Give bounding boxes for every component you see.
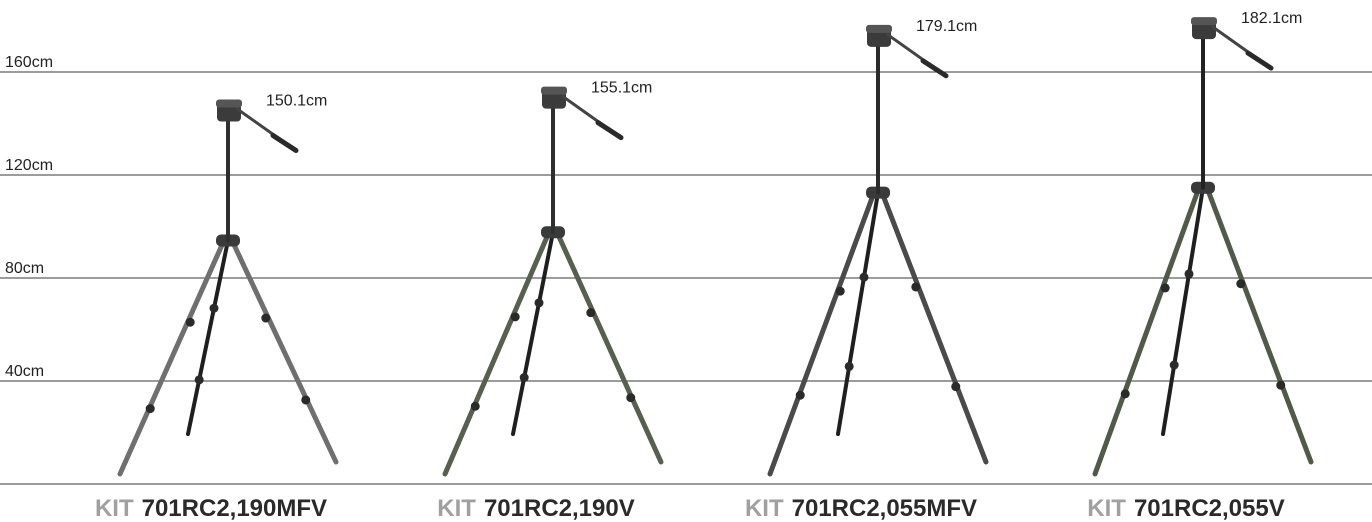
head-plate: [1191, 17, 1217, 26]
leg-lock: [519, 373, 529, 383]
leg-lock: [1184, 269, 1194, 279]
pan-handle-grip: [920, 58, 949, 79]
gridline-label: 40cm: [5, 363, 44, 380]
tripod-right-leg: [229, 237, 339, 465]
tripod-2: 155.1cm: [442, 80, 664, 477]
tripod-right-leg: [554, 229, 664, 465]
kit-model: 701RC2,055V: [1134, 495, 1285, 522]
tripod-center-leg: [186, 238, 230, 436]
leg-lock: [911, 282, 921, 292]
tripod-figures: 150.1cm 155.1cm 179.1cm 182.1cm: [117, 10, 1314, 477]
tripod-left-leg: [767, 190, 877, 477]
leg-lock: [185, 317, 195, 327]
leg-lock: [626, 393, 636, 403]
tripod-right-leg: [879, 190, 989, 465]
tripod-center-leg: [511, 230, 555, 436]
gridline-label: 80cm: [5, 260, 44, 277]
leg-lock: [795, 390, 805, 400]
gridline-label: 160cm: [5, 54, 53, 71]
leg-lock: [1120, 389, 1130, 399]
head-plate: [216, 99, 242, 108]
leg-lock: [859, 272, 869, 282]
leg-lock: [510, 312, 520, 322]
gridline-label: 120cm: [5, 157, 53, 174]
max-height-label: 155.1cm: [591, 80, 652, 97]
leg-lock: [835, 286, 845, 296]
leg-lock: [209, 303, 219, 313]
max-height-label: 182.1cm: [1241, 10, 1302, 27]
kit-prefix: KIT: [745, 495, 784, 522]
tripod-head: [1192, 21, 1216, 40]
leg-lock: [261, 313, 271, 323]
leg-lock: [145, 404, 155, 414]
kit-caption: KIT 701RC2,055MFV: [745, 495, 977, 522]
tripod-head: [217, 103, 241, 122]
tripod-left-leg: [442, 229, 552, 477]
tripod-head: [542, 90, 566, 109]
tripod-3: 179.1cm: [767, 18, 989, 477]
pan-handle-grip: [270, 132, 299, 153]
tripod-4: 182.1cm: [1092, 10, 1314, 477]
head-plate: [541, 86, 567, 95]
leg-lock: [586, 308, 596, 318]
tripod-center-leg: [836, 190, 880, 436]
tripod-1: 150.1cm: [117, 92, 339, 477]
kit-caption: KIT 701RC2,190V: [437, 495, 634, 522]
height-grid: 160cm 120cm 80cm 40cm: [0, 54, 1372, 485]
kit-caption: KIT 701RC2,190MFV: [95, 495, 327, 522]
kit-prefix: KIT: [437, 495, 476, 522]
kit-captions: KIT 701RC2,190MFV KIT 701RC2,190V KIT 701RC2,…: [95, 495, 1285, 522]
leg-lock: [951, 382, 961, 392]
leg-lock: [470, 401, 480, 411]
kit-caption: KIT 701RC2,055V: [1087, 495, 1284, 522]
tripod-left-leg: [117, 237, 227, 477]
leg-lock: [1236, 279, 1246, 289]
kit-model: 701RC2,055MFV: [792, 495, 977, 522]
tripod-head: [867, 28, 891, 47]
max-height-label: 150.1cm: [266, 92, 327, 109]
leg-lock: [844, 361, 854, 371]
pan-handle-grip: [1245, 50, 1274, 71]
kit-model: 701RC2,190V: [484, 495, 635, 522]
leg-lock: [301, 395, 311, 405]
leg-lock: [1276, 380, 1286, 390]
leg-lock: [1169, 360, 1179, 370]
leg-lock: [194, 375, 204, 385]
leg-lock: [1160, 283, 1170, 293]
tripod-right-leg: [1204, 185, 1314, 465]
pan-handle-grip: [595, 120, 624, 141]
head-plate: [866, 24, 892, 33]
leg-lock: [534, 298, 544, 308]
kit-prefix: KIT: [95, 495, 134, 522]
tripod-left-leg: [1092, 185, 1202, 477]
kit-prefix: KIT: [1087, 495, 1126, 522]
max-height-label: 179.1cm: [916, 18, 977, 35]
kit-model: 701RC2,190MFV: [142, 495, 327, 522]
tripod-center-leg: [1161, 185, 1205, 436]
